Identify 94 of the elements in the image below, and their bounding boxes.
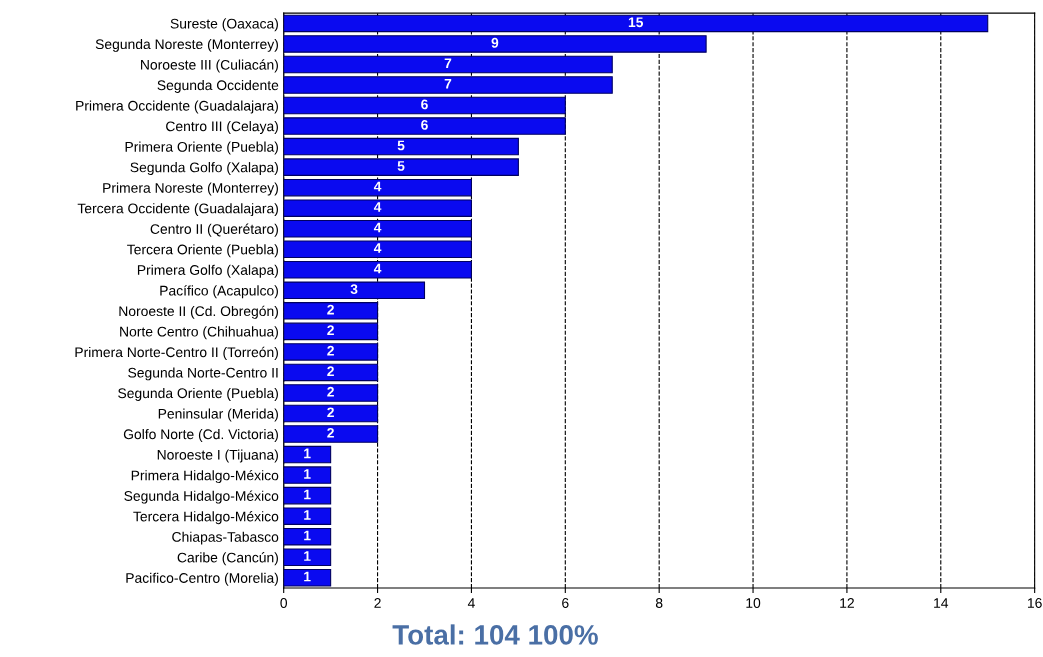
y-tick-label: Primera Noreste (Monterrey) [103, 182, 278, 196]
y-tick-label: Pacífico (Acapulco) [160, 285, 278, 299]
y-tick-label: Primera Occidente (Guadalajara) [76, 100, 278, 114]
y-tick-label: Segunda Golfo (Xalapa) [130, 162, 278, 176]
bar [283, 76, 613, 94]
y-tick-label: Peninsular (Merida) [158, 408, 278, 422]
bar [283, 219, 472, 238]
data-label: 4 [373, 202, 382, 212]
x-tick-label: 0 [280, 598, 288, 608]
bar [283, 137, 519, 156]
bar [283, 55, 613, 74]
y-tick-label: Centro III (Celaya) [166, 121, 278, 134]
bar [283, 363, 379, 382]
data-label: 15 [628, 17, 644, 28]
bar [283, 281, 426, 300]
data-label: 2 [327, 325, 334, 335]
bar [283, 158, 519, 176]
bar [283, 384, 379, 402]
data-label: 6 [421, 99, 428, 110]
bar [283, 14, 989, 33]
y-tick-label: Pacifico-Centro (Morelia) [126, 572, 278, 586]
bar [283, 240, 472, 259]
x-tick-label: 8 [655, 598, 663, 608]
bar [283, 35, 707, 53]
y-tick-label: Primera Hidalgo-México [131, 469, 279, 484]
bar [283, 486, 332, 505]
data-label: 5 [397, 140, 405, 151]
data-label: 7 [444, 58, 452, 69]
bar [283, 445, 332, 464]
data-label: 1 [304, 510, 311, 520]
data-label: 1 [304, 571, 311, 582]
data-label: 5 [397, 161, 405, 171]
bar [283, 199, 472, 217]
data-label: 2 [327, 407, 334, 418]
data-label: 2 [327, 366, 334, 377]
bar [283, 507, 332, 525]
x-tick-label: 10 [746, 598, 761, 608]
y-tick-label: Segunda Oriente (Puebla) [118, 387, 278, 401]
data-label: 4 [373, 222, 382, 233]
data-label: 2 [327, 304, 334, 315]
y-tick-label: Noroeste II (Cd. Obregón) [119, 305, 278, 319]
bar [283, 96, 566, 115]
y-tick-label: Primera Oriente (Puebla) [125, 141, 278, 155]
y-tick-label: Caribe (Cancún) [177, 552, 278, 566]
y-tick-label: Golfo Norte (Cd. Victoria) [123, 429, 278, 442]
data-label: 1 [304, 551, 311, 561]
data-label: 4 [373, 263, 382, 274]
data-label: 7 [444, 79, 452, 89]
y-tick-label: Segunda Norte-Centro II [128, 367, 278, 381]
bar [283, 302, 379, 320]
data-label: 1 [304, 530, 311, 541]
data-label: 1 [304, 448, 311, 459]
y-tick-label: Centro II (Querétaro) [150, 223, 278, 237]
bar [283, 425, 379, 443]
x-tick-label: 14 [934, 598, 949, 608]
bar [283, 568, 332, 587]
bar [283, 548, 332, 566]
data-label: 1 [304, 469, 311, 479]
data-label: 6 [421, 119, 428, 130]
bar [283, 466, 332, 484]
y-tick-label: Tercera Oriente (Puebla) [127, 244, 278, 258]
y-tick-label: Noroeste I (Tijuana) [157, 449, 278, 463]
x-tick-label: 2 [374, 598, 381, 608]
bar [283, 343, 379, 361]
text: Total: 104 100% [392, 624, 598, 645]
data-label: 3 [350, 284, 358, 295]
y-tick-label: Sureste (Oaxaca) [170, 18, 278, 32]
data-label: 2 [327, 386, 334, 397]
y-tick-label: Tercera Occidente (Guadalajara) [77, 203, 278, 217]
y-tick-label: Chiapas-Tabasco [172, 531, 279, 545]
data-label: 2 [327, 345, 334, 356]
data-label: 2 [327, 427, 334, 438]
bar [283, 527, 332, 546]
bar [283, 322, 379, 341]
bar [283, 404, 379, 423]
x-tick-label: 16 [1027, 598, 1042, 608]
bar [283, 117, 566, 135]
y-tick-label: Segunda Occidente [157, 79, 279, 93]
x-tick-label: 4 [467, 598, 475, 608]
x-tick-label: 6 [562, 598, 569, 608]
bar [283, 261, 472, 279]
data-label: 1 [304, 489, 311, 500]
y-tick-label: Segunda Noreste (Monterrey) [95, 38, 278, 52]
y-tick-label: Primera Golfo (Xalapa) [137, 264, 278, 278]
data-label: 4 [373, 243, 382, 253]
y-tick-label: Norte Centro (Chihuahua) [120, 326, 278, 340]
data-label: 9 [491, 37, 499, 48]
data-label: 4 [373, 181, 382, 192]
y-tick-label: Tercera Hidalgo-México [133, 511, 279, 525]
y-tick-label: Segunda Hidalgo-México [124, 490, 279, 504]
bar [283, 178, 472, 197]
y-tick-label: Noroeste III (Culiacán) [141, 59, 278, 73]
y-tick-label: Primera Norte-Centro II (Torreón) [75, 346, 278, 360]
x-tick-label: 12 [840, 598, 854, 608]
